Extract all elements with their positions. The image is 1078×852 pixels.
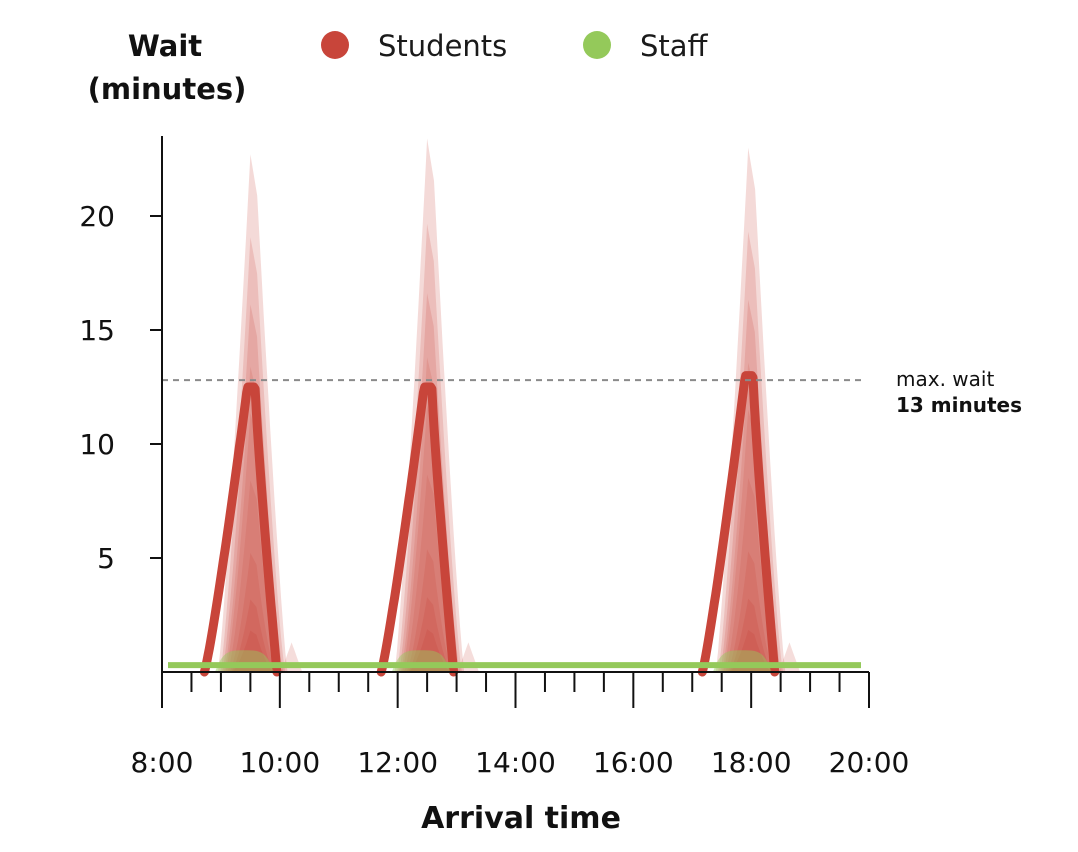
x-tick-label: 12:00 — [357, 746, 438, 779]
student-band-2-5 — [725, 478, 777, 672]
x-tick-label: 20:00 — [829, 746, 910, 779]
staff-wait — [168, 650, 861, 672]
student-band-2-4 — [723, 409, 778, 672]
student-band-0-7 — [230, 599, 275, 672]
x-tick-label: 8:00 — [131, 746, 194, 779]
y-tick-label-20: 20 — [79, 200, 115, 233]
y-tick-label-5: 5 — [97, 542, 115, 575]
student-band-2-7 — [728, 598, 773, 672]
x-axis-label: Arrival time — [421, 801, 621, 836]
x-tick-label: 18:00 — [711, 746, 792, 779]
legend-label-students: Students — [378, 29, 507, 63]
student-band-2-8 — [729, 630, 772, 672]
legend-marker-students — [321, 31, 349, 59]
max-wait-label: max. wait — [896, 367, 994, 391]
y-tick-label-10: 10 — [79, 428, 115, 461]
legend: Wait (minutes) Students Staff — [88, 29, 709, 106]
student-median-line-0 — [199, 382, 282, 677]
x-tick-label: 14:00 — [475, 746, 556, 779]
student-band-1-8 — [408, 629, 451, 672]
y-axis: 5 10 15 20 — [79, 136, 163, 672]
x-tick-label: 16:00 — [593, 746, 674, 779]
student-band-1-4 — [402, 405, 457, 672]
y-axis-label-line1: Wait — [128, 29, 202, 63]
y-axis-label-line2: (minutes) — [88, 72, 247, 106]
student-band-0-6 — [229, 553, 277, 672]
max-wait-value: 13 minutes — [896, 393, 1022, 417]
x-axis: 8:00 10:00 12:00 14:00 16:00 18:00 20:00 — [131, 671, 910, 779]
student-band-2-6 — [727, 551, 775, 672]
x-tick-label: 10:00 — [239, 746, 320, 779]
student-band-1-7 — [407, 597, 452, 672]
student-band-0-5 — [227, 480, 279, 672]
legend-marker-staff — [583, 31, 611, 59]
student-median-line-1 — [376, 382, 459, 677]
student-band-1-5 — [403, 474, 456, 672]
student-band-0-8 — [231, 630, 275, 672]
student-band-0-4 — [225, 413, 281, 672]
y-tick-label-15: 15 — [79, 314, 115, 347]
student-wait-median — [199, 371, 780, 677]
student-median-line-2 — [697, 371, 780, 677]
legend-label-staff: Staff — [640, 29, 709, 63]
student-band-1-6 — [405, 549, 453, 672]
